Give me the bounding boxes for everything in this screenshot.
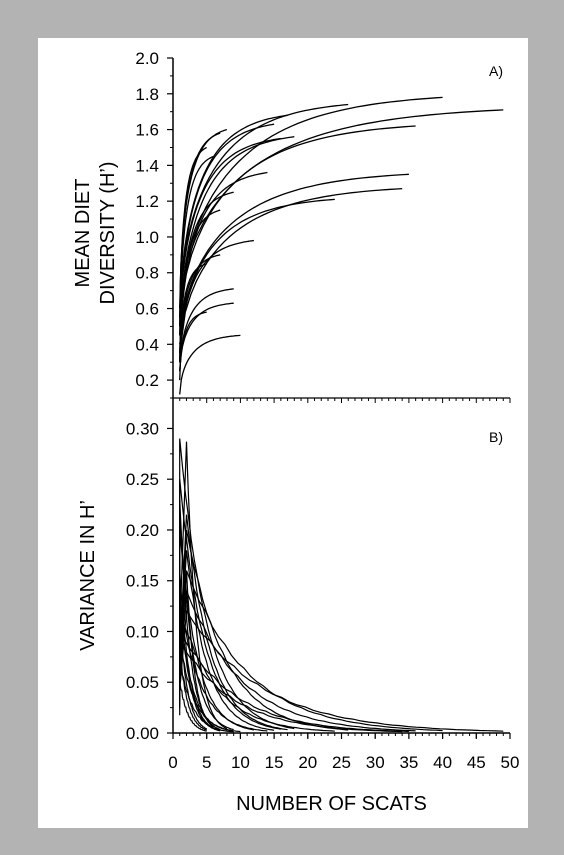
- series-a-line-20: [179, 263, 207, 363]
- x-tick-label: 35: [399, 753, 418, 772]
- series-a-line-22: [179, 302, 234, 372]
- x-tick-label: 30: [366, 753, 385, 772]
- series-b-line-2: [179, 590, 416, 732]
- panel-a-label: A): [489, 63, 503, 79]
- series-a-line-12: [179, 173, 409, 345]
- series-b-line-18: [179, 529, 255, 731]
- x-axis-title: NUMBER OF SCATS: [236, 793, 427, 815]
- a-y-axis-title-group: MEAN DIET DIVERSITY (H’): [72, 162, 119, 305]
- series-a-line-3: [179, 103, 349, 309]
- b-y-tick-label: 0.15: [126, 572, 159, 591]
- series-a-line-7: [179, 137, 281, 327]
- series-b-line-24: [179, 641, 241, 733]
- a-y-tick-label: 0.2: [135, 371, 159, 390]
- series-b-line-16: [179, 509, 234, 731]
- series-a-line-17: [179, 209, 221, 363]
- x-tick-label: 25: [332, 753, 351, 772]
- x-tick-label: 0: [168, 753, 177, 772]
- a-y-axis-title-line-1: MEAN DIET: [72, 179, 94, 288]
- x-tick-label: 45: [467, 753, 486, 772]
- panel-b-chart: [179, 438, 504, 733]
- a-y-tick-label: 0.8: [135, 264, 159, 283]
- series-a-line-5: [179, 123, 275, 327]
- series-b-line-12: [179, 629, 409, 733]
- b-y-axis-title: VARIANCE IN H’: [77, 500, 99, 651]
- b-y-tick-label: 0.05: [126, 673, 159, 692]
- a-y-tick-label: 0.6: [135, 300, 159, 319]
- series-a-line-0: [179, 96, 443, 318]
- series-b-line-15: [179, 600, 268, 732]
- series-a-line-15: [179, 171, 268, 354]
- series-a-line-23: [179, 311, 207, 381]
- series-b-line-5: [179, 550, 275, 731]
- a-y-tick-label: 1.6: [135, 121, 159, 140]
- a-y-tick-label: 1.4: [135, 156, 159, 175]
- series-a-line-24: [179, 334, 241, 395]
- panel-a-chart: [179, 96, 504, 395]
- series-b-line-14: [179, 611, 335, 732]
- x-tick-label: 50: [501, 753, 520, 772]
- series-b-line-9: [179, 499, 221, 731]
- figure-panel: 0.2 0.4 0.6 0.8 1.0 1.2 1.4 1.6 1.8 2.0 0.00 0.05 0.…: [38, 38, 528, 828]
- x-tick-label: 5: [202, 753, 211, 772]
- x-tick-label: 40: [433, 753, 452, 772]
- axes: 0.2 0.4 0.6 0.8 1.0 1.2 1.4 1.6 1.8 2.0 0.00 0.05 0.…: [72, 49, 519, 815]
- series-b-line-23: [179, 682, 207, 732]
- b-y-tick-label: 0.25: [126, 470, 159, 489]
- series-a-line-9: [179, 132, 221, 318]
- series-a-line-8: [179, 128, 228, 309]
- series-a-line-21: [179, 288, 234, 372]
- chart-svg: 0.2 0.4 0.6 0.8 1.0 1.2 1.4 1.6 1.8 2.0 0.00 0.05 0.…: [72, 49, 519, 815]
- b-y-tick-label: 0.10: [126, 622, 159, 641]
- panel-b-label: B): [489, 429, 503, 445]
- a-y-tick-label: 1.2: [135, 192, 159, 211]
- series-a-line-18: [179, 239, 255, 363]
- a-y-tick-label: 0.4: [135, 335, 159, 354]
- series-b-line-22: [179, 661, 234, 733]
- x-tick-label: 15: [265, 753, 284, 772]
- series-b-line-4: [179, 514, 288, 731]
- x-tick-label: 10: [231, 753, 250, 772]
- series-a-line-14: [179, 198, 335, 354]
- a-y-tick-label: 1.8: [135, 85, 159, 104]
- b-y-tick-label: 0.00: [126, 724, 159, 743]
- series-a-line-19: [179, 254, 221, 363]
- a-y-tick-label: 2.0: [135, 49, 159, 68]
- b-y-tick-label: 0.30: [126, 419, 159, 438]
- series-a-line-10: [179, 146, 207, 327]
- a-y-tick-label: 1.0: [135, 228, 159, 247]
- series-a-line-11: [179, 155, 214, 336]
- series-b-line-1: [179, 609, 504, 732]
- series-b-line-13: [179, 639, 403, 733]
- x-tick-label: 20: [298, 753, 317, 772]
- b-y-tick-label: 0.20: [126, 521, 159, 540]
- series-a-line-2: [179, 125, 416, 327]
- series-b-line-0: [179, 570, 443, 732]
- a-y-axis-title-line-2: DIVERSITY (H’): [97, 162, 119, 305]
